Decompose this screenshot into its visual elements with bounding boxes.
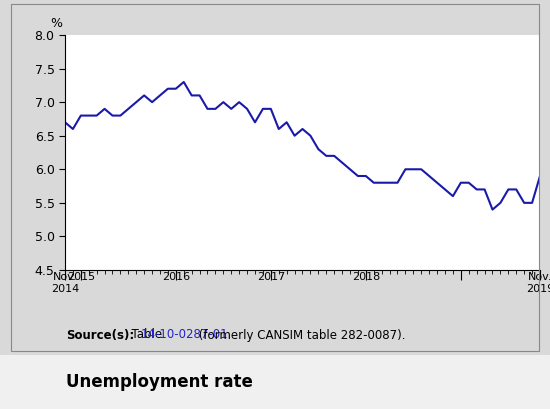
Text: Unemployment rate: Unemployment rate	[66, 373, 253, 391]
Text: 2016: 2016	[162, 272, 190, 282]
Text: Source(s):: Source(s):	[66, 328, 134, 342]
Text: %: %	[50, 17, 62, 30]
Text: 2017: 2017	[257, 272, 285, 282]
Text: Nov.
2019: Nov. 2019	[526, 272, 550, 294]
Text: Nov.
2014: Nov. 2014	[51, 272, 79, 294]
Text: Table: Table	[124, 328, 166, 342]
Text: 2018: 2018	[351, 272, 380, 282]
Text: 14-10-0287-01: 14-10-0287-01	[140, 328, 228, 342]
Text: (formerly CANSIM table 282-0087).: (formerly CANSIM table 282-0087).	[195, 328, 406, 342]
Text: 2015: 2015	[67, 272, 95, 282]
